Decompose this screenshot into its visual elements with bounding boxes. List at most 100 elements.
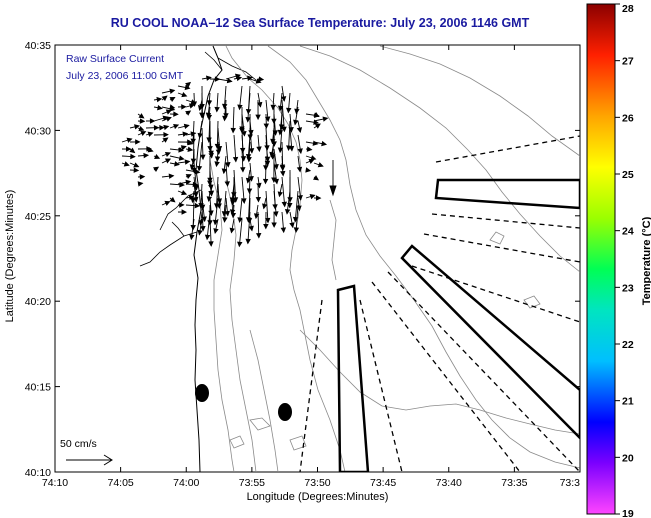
vector-head: [236, 75, 243, 82]
coastline-inlet: [139, 51, 257, 267]
vector-head: [293, 227, 300, 233]
vector-head: [162, 137, 169, 143]
vector-head: [196, 165, 203, 172]
vector-head: [280, 170, 286, 177]
vector-shaft: [209, 218, 212, 246]
vector-shaft: [198, 141, 203, 171]
vector-head: [232, 156, 239, 163]
vector-shaft: [216, 120, 219, 149]
vector-head: [189, 234, 195, 241]
map-title: RU COOL NOAA–12 Sea Surface Temperature:…: [110, 16, 530, 30]
vector-head: [185, 174, 192, 180]
vector-head: [164, 158, 172, 164]
vector-head: [154, 154, 161, 160]
legend-line-1: Raw Surface Current: [66, 53, 164, 65]
vector-head: [258, 76, 265, 82]
vector-head: [181, 104, 187, 110]
vector-head: [221, 168, 228, 175]
vector-head: [194, 168, 201, 175]
vector-head: [169, 196, 176, 203]
x-tick-label: 73:40: [436, 477, 462, 489]
vector-shaft: [238, 218, 243, 247]
x-tick-label: 74:00: [173, 477, 199, 489]
vector-head: [230, 127, 236, 134]
x-tick-label: 73:45: [370, 477, 396, 489]
vector-head: [208, 152, 214, 159]
vector-head: [287, 202, 293, 209]
vector-head: [205, 75, 212, 81]
vector-shaft: [201, 127, 204, 160]
vector-head: [248, 148, 255, 154]
vector-head: [313, 112, 320, 118]
y-tick-label: 40:15: [25, 382, 51, 394]
vector-head: [245, 116, 251, 123]
vector-shaft: [281, 99, 285, 132]
vector-head: [184, 84, 191, 91]
station-marker-2: [278, 403, 292, 421]
vector-head: [253, 213, 260, 220]
vector-shaft: [247, 211, 251, 244]
x-tick-label: 73:55: [239, 477, 265, 489]
vector-head: [245, 238, 251, 245]
vector-head: [273, 163, 279, 170]
colorbar-tick-label: 19: [622, 508, 634, 518]
vector-head: [181, 190, 188, 196]
vector-head: [264, 217, 271, 224]
vector-head: [288, 145, 295, 152]
vector-head: [246, 188, 253, 194]
vector-head: [277, 191, 283, 198]
vector-head: [212, 219, 219, 226]
x-tick-label: 73:35: [501, 477, 527, 489]
vector-head: [183, 123, 190, 130]
vector-head: [125, 146, 132, 152]
vector-head: [273, 211, 279, 217]
colorbar-tick-label: 23: [622, 282, 634, 294]
vector-head: [273, 178, 280, 185]
vector-head: [214, 106, 220, 113]
vector-shaft: [215, 176, 219, 208]
vector-head: [230, 212, 237, 219]
vector-head: [163, 132, 169, 138]
vector-head: [179, 202, 185, 208]
vector-head: [173, 123, 180, 130]
vector-head: [225, 161, 231, 168]
vector-head: [129, 147, 136, 154]
x-axis-ticks: 74:10 74:05 74:00 73:55 73:50 73:45 73:40 73:35…: [42, 45, 581, 489]
vector-head: [263, 123, 269, 130]
vector-head: [317, 162, 324, 168]
y-tick-label: 40:25: [25, 211, 51, 223]
vector-head: [189, 164, 196, 171]
y-tick-label: 40:35: [25, 40, 51, 52]
colorbar-tick-label: 26: [622, 112, 634, 124]
vector-head: [147, 147, 154, 153]
vector-head: [182, 131, 189, 137]
vector-head: [138, 113, 145, 119]
vector-head: [168, 173, 175, 179]
vector-head: [169, 104, 176, 110]
vector-head: [214, 76, 221, 82]
vector-head: [237, 241, 243, 248]
station-marker-1: [195, 384, 209, 402]
vector-head: [264, 116, 271, 123]
vector-head: [223, 113, 229, 119]
vector-head: [255, 233, 262, 239]
colorbar-tick-label: 27: [622, 56, 634, 68]
vector-head: [180, 145, 187, 151]
vector-head: [216, 198, 222, 205]
vector-head: [246, 156, 252, 163]
vector-head: [262, 203, 268, 210]
vector-shaft: [281, 176, 286, 207]
vector-head: [224, 210, 231, 217]
vector-head: [153, 166, 160, 172]
x-tick-label: 73:3: [560, 477, 581, 489]
vector-head: [241, 198, 247, 204]
vector-head: [156, 96, 163, 103]
vector-head: [281, 126, 287, 133]
colorbar-tick-label: 24: [622, 226, 634, 238]
vector-head: [213, 228, 219, 235]
vector-head: [313, 119, 320, 125]
vector-head: [309, 193, 316, 200]
vector-head: [292, 216, 299, 223]
vector-head: [165, 109, 172, 115]
vector-head: [185, 110, 192, 116]
